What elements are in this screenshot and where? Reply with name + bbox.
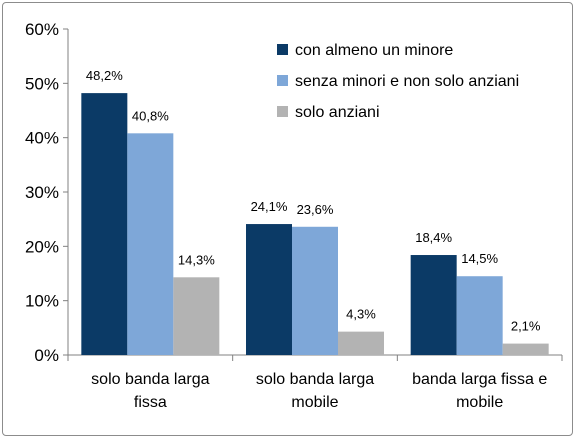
- x-category-label: solo banda larga: [256, 371, 374, 388]
- y-tick-label: 60%: [25, 20, 59, 39]
- bar[interactable]: [127, 133, 174, 355]
- y-tick-label: 30%: [25, 183, 59, 202]
- y-tick-label: 10%: [25, 292, 59, 311]
- legend-swatch: [277, 75, 288, 86]
- bar[interactable]: [410, 255, 457, 355]
- y-tick-label: 40%: [25, 129, 59, 148]
- data-label: 24,1%: [251, 199, 288, 214]
- x-category-label: solo banda larga: [91, 371, 209, 388]
- y-tick-label: 0%: [34, 346, 59, 365]
- data-label: 18,4%: [415, 230, 452, 245]
- data-label: 14,3%: [178, 252, 215, 267]
- x-category-label: mobile: [456, 394, 503, 411]
- legend-label: solo anziani: [295, 104, 380, 121]
- legend-label: senza minori e non solo anziani: [295, 73, 519, 90]
- legend-label: con almeno un minore: [295, 42, 453, 59]
- bar[interactable]: [292, 226, 338, 355]
- legend-swatch: [277, 106, 288, 117]
- data-label: 40,8%: [132, 108, 169, 123]
- data-label: 14,5%: [461, 251, 498, 266]
- y-tick-label: 20%: [25, 237, 59, 256]
- x-category-label: fissa: [134, 394, 167, 411]
- legend-swatch: [277, 44, 288, 55]
- x-category-label: banda larga fissa e: [412, 371, 547, 388]
- data-label: 2,1%: [511, 319, 541, 334]
- y-tick-label: 50%: [25, 74, 59, 93]
- data-label: 4,3%: [346, 307, 376, 322]
- bar[interactable]: [338, 331, 384, 355]
- bar[interactable]: [81, 93, 128, 355]
- bar[interactable]: [502, 343, 549, 355]
- data-label: 48,2%: [86, 68, 123, 83]
- bar[interactable]: [173, 277, 220, 355]
- data-label: 23,6%: [297, 202, 334, 217]
- x-category-label: mobile: [291, 394, 338, 411]
- bar[interactable]: [246, 224, 292, 355]
- bar[interactable]: [456, 276, 503, 355]
